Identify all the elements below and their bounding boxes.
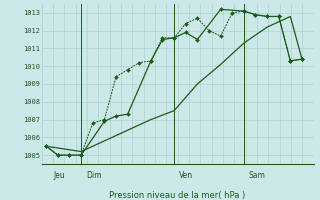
- Text: Pression niveau de la mer( hPa ): Pression niveau de la mer( hPa ): [109, 191, 246, 200]
- Text: Ven: Ven: [179, 171, 193, 180]
- Text: Dim: Dim: [86, 171, 101, 180]
- Text: Jeu: Jeu: [53, 171, 65, 180]
- Text: Sam: Sam: [249, 171, 265, 180]
